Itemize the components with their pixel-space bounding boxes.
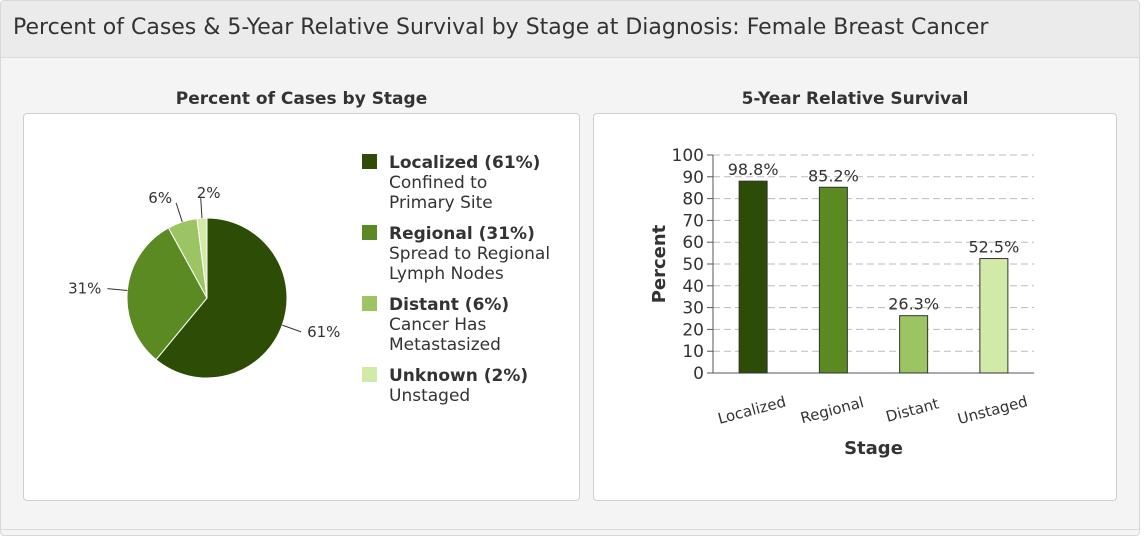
pie-chart-title: Percent of Cases by Stage (175, 89, 428, 109)
y-tick-label: 0 (693, 364, 704, 384)
bar-localized (738, 180, 768, 374)
legend-name-unknown: Unknown (2%) (389, 366, 528, 386)
footer-divider (1, 529, 1139, 530)
legend-name-localized: Localized (61%) (389, 153, 540, 173)
pie-chart-box: 61% 31% 6% 2% Localized (61%) Confined to Prim… (23, 113, 580, 501)
bar-unstaged (979, 258, 1009, 374)
panel-title: Percent of Cases & 5-Year Relative Survi… (13, 15, 989, 40)
bar-chart-title: 5-Year Relative Survival (741, 89, 969, 109)
pie-chart: 61% 31% 6% 2% Localized (61%)Confined toPrim… (68, 153, 550, 406)
y-axis-title: Percent (649, 224, 670, 303)
legend-desc-distant: Cancer Has (389, 315, 486, 335)
pie-leader-line (175, 202, 183, 223)
pie-leader-line (282, 324, 302, 333)
legend-desc-unknown: Unstaged (389, 386, 470, 406)
bar-value-label: 26.3% (888, 295, 939, 314)
legend-desc-distant: Metastasized (389, 335, 501, 355)
y-tick-label: 60 (682, 233, 704, 253)
legend-desc-regional: Lymph Nodes (389, 264, 504, 284)
y-tick-label: 20 (682, 320, 704, 340)
pie-leader-line (107, 288, 128, 291)
bar-chart-box: 0 10 20 30 40 50 60 70 80 90 100 98.8% Localized 85.2… (593, 113, 1117, 501)
bar-distant (899, 315, 929, 374)
x-tick-label: Distant (884, 394, 941, 425)
y-tick-label: 10 (682, 342, 704, 362)
x-axis-title: Stage (844, 438, 903, 459)
y-tick-label: 90 (682, 168, 704, 188)
legend-swatch-regional (362, 225, 377, 240)
y-tick-label: 80 (682, 190, 704, 210)
legend-swatch-unknown (362, 367, 377, 382)
bar-value-label: 52.5% (968, 238, 1019, 257)
y-tick-label: 40 (682, 277, 704, 297)
legend-name-regional: Regional (31%) (389, 224, 535, 244)
x-tick-label: Unstaged (956, 392, 1030, 428)
bar-regional (818, 186, 848, 374)
y-tick-label: 70 (682, 211, 704, 231)
pie-slice-unknown (196, 217, 208, 299)
legend-desc-localized: Primary Site (389, 193, 493, 213)
panel-header: Percent of Cases & 5-Year Relative Survi… (1, 1, 1139, 58)
pie-slice-regional (126, 227, 208, 361)
x-tick-label: Localized (716, 392, 788, 427)
y-tick-label: 30 (682, 299, 704, 319)
pie-label-localized: 61% (307, 323, 340, 341)
legend-desc-regional: Spread to Regional (389, 244, 550, 264)
legend-swatch-localized (362, 154, 377, 169)
y-tick-label: 50 (682, 255, 704, 275)
y-tick-label: 100 (672, 146, 704, 166)
legend-name-distant: Distant (6%) (389, 295, 509, 315)
pie-leader-line (200, 198, 203, 219)
legend-swatch-distant (362, 296, 377, 311)
pie-label-unknown: 2% (197, 184, 221, 202)
bar-value-label: 85.2% (808, 166, 859, 185)
x-tick-label: Regional (798, 393, 865, 427)
bar-value-label: 98.8% (728, 160, 779, 179)
pie-label-regional: 31% (68, 280, 101, 298)
legend-desc-localized: Confined to (389, 173, 487, 193)
pie-label-distant: 6% (148, 189, 172, 207)
